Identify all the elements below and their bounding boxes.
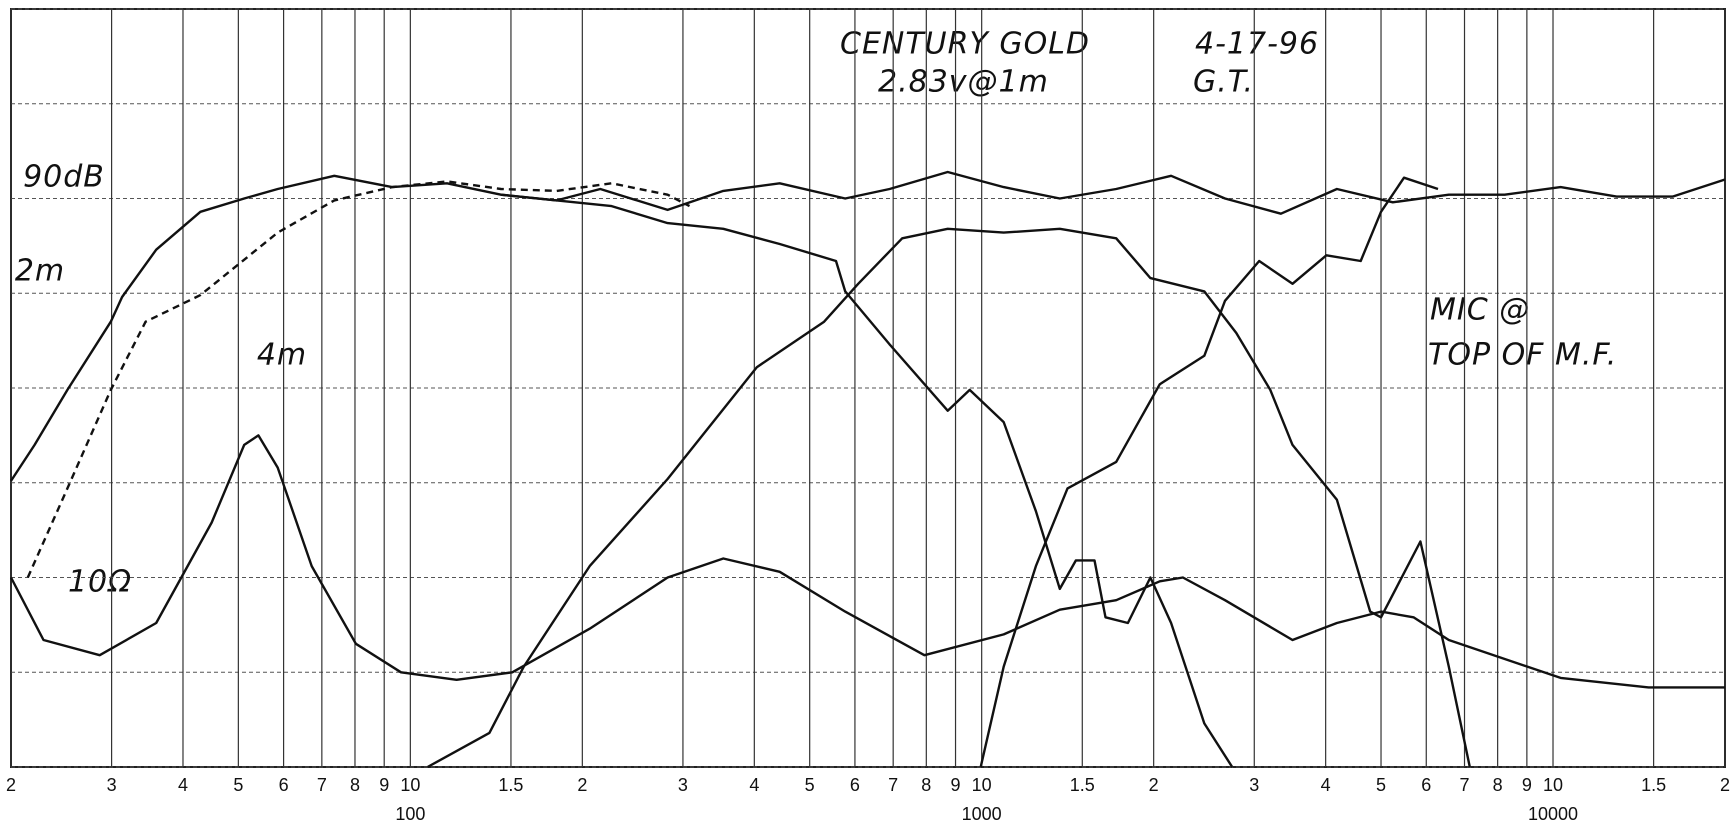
response-curve [979, 176, 1439, 768]
x-decade-label: 1000 [962, 804, 1002, 824]
x-tick-label: 8 [350, 775, 360, 795]
x-tick-label: 3 [1249, 775, 1259, 795]
response-curve [500, 193, 1234, 768]
x-tick-label: 5 [233, 775, 243, 795]
x-tick-label: 3 [107, 775, 117, 795]
x-tick-label: 4 [178, 775, 188, 795]
x-tick-label: 4 [749, 775, 759, 795]
annotation: 10Ω [68, 565, 132, 600]
response-curve [427, 227, 1471, 769]
annotation: 2.83v@1m [878, 65, 1049, 100]
x-tick-label: 3 [678, 775, 688, 795]
x-tick-label: 6 [279, 775, 289, 795]
x-tick-label: 4 [1321, 775, 1331, 795]
annotation: 4-17-96 [1195, 27, 1319, 62]
x-tick-label: 7 [317, 775, 327, 795]
x-tick-label: 9 [379, 775, 389, 795]
x-tick-label: 1.5 [1641, 775, 1666, 795]
x-tick-label: 6 [850, 775, 860, 795]
x-decade-label: 10000 [1528, 804, 1578, 824]
x-tick-label: 2 [1149, 775, 1159, 795]
x-tick-label: 1.5 [498, 775, 523, 795]
x-tick-label: 10 [400, 775, 420, 795]
x-tick-label: 5 [805, 775, 815, 795]
annotation: CENTURY GOLD [840, 27, 1090, 62]
annotation: 90dB [23, 160, 105, 195]
x-tick-label: 6 [1421, 775, 1431, 795]
annotation: 4m [257, 338, 307, 373]
x-tick-label: 8 [1493, 775, 1503, 795]
x-tick-label: 9 [951, 775, 961, 795]
x-tick-label: 10 [972, 775, 992, 795]
annotation: 2m [15, 254, 65, 289]
response-curve [9, 170, 1726, 482]
x-decade-label: 100 [395, 804, 425, 824]
x-tick-label: 2 [1720, 775, 1730, 795]
x-tick-label: 7 [888, 775, 898, 795]
annotation: TOP OF M.F. [1428, 338, 1617, 373]
x-tick-label: 7 [1460, 775, 1470, 795]
annotation: G.T. [1193, 65, 1254, 100]
x-tick-label: 5 [1376, 775, 1386, 795]
x-tick-label: 2 [577, 775, 587, 795]
response-curve [9, 434, 1725, 689]
x-tick-label: 10 [1543, 775, 1563, 795]
x-tick-label: 8 [921, 775, 931, 795]
x-tick-label: 9 [1522, 775, 1532, 795]
x-tick-label: 1.5 [1070, 775, 1095, 795]
x-tick-label: 2 [6, 775, 16, 795]
annotation: MIC @ [1430, 293, 1530, 328]
response-curve [26, 180, 691, 578]
